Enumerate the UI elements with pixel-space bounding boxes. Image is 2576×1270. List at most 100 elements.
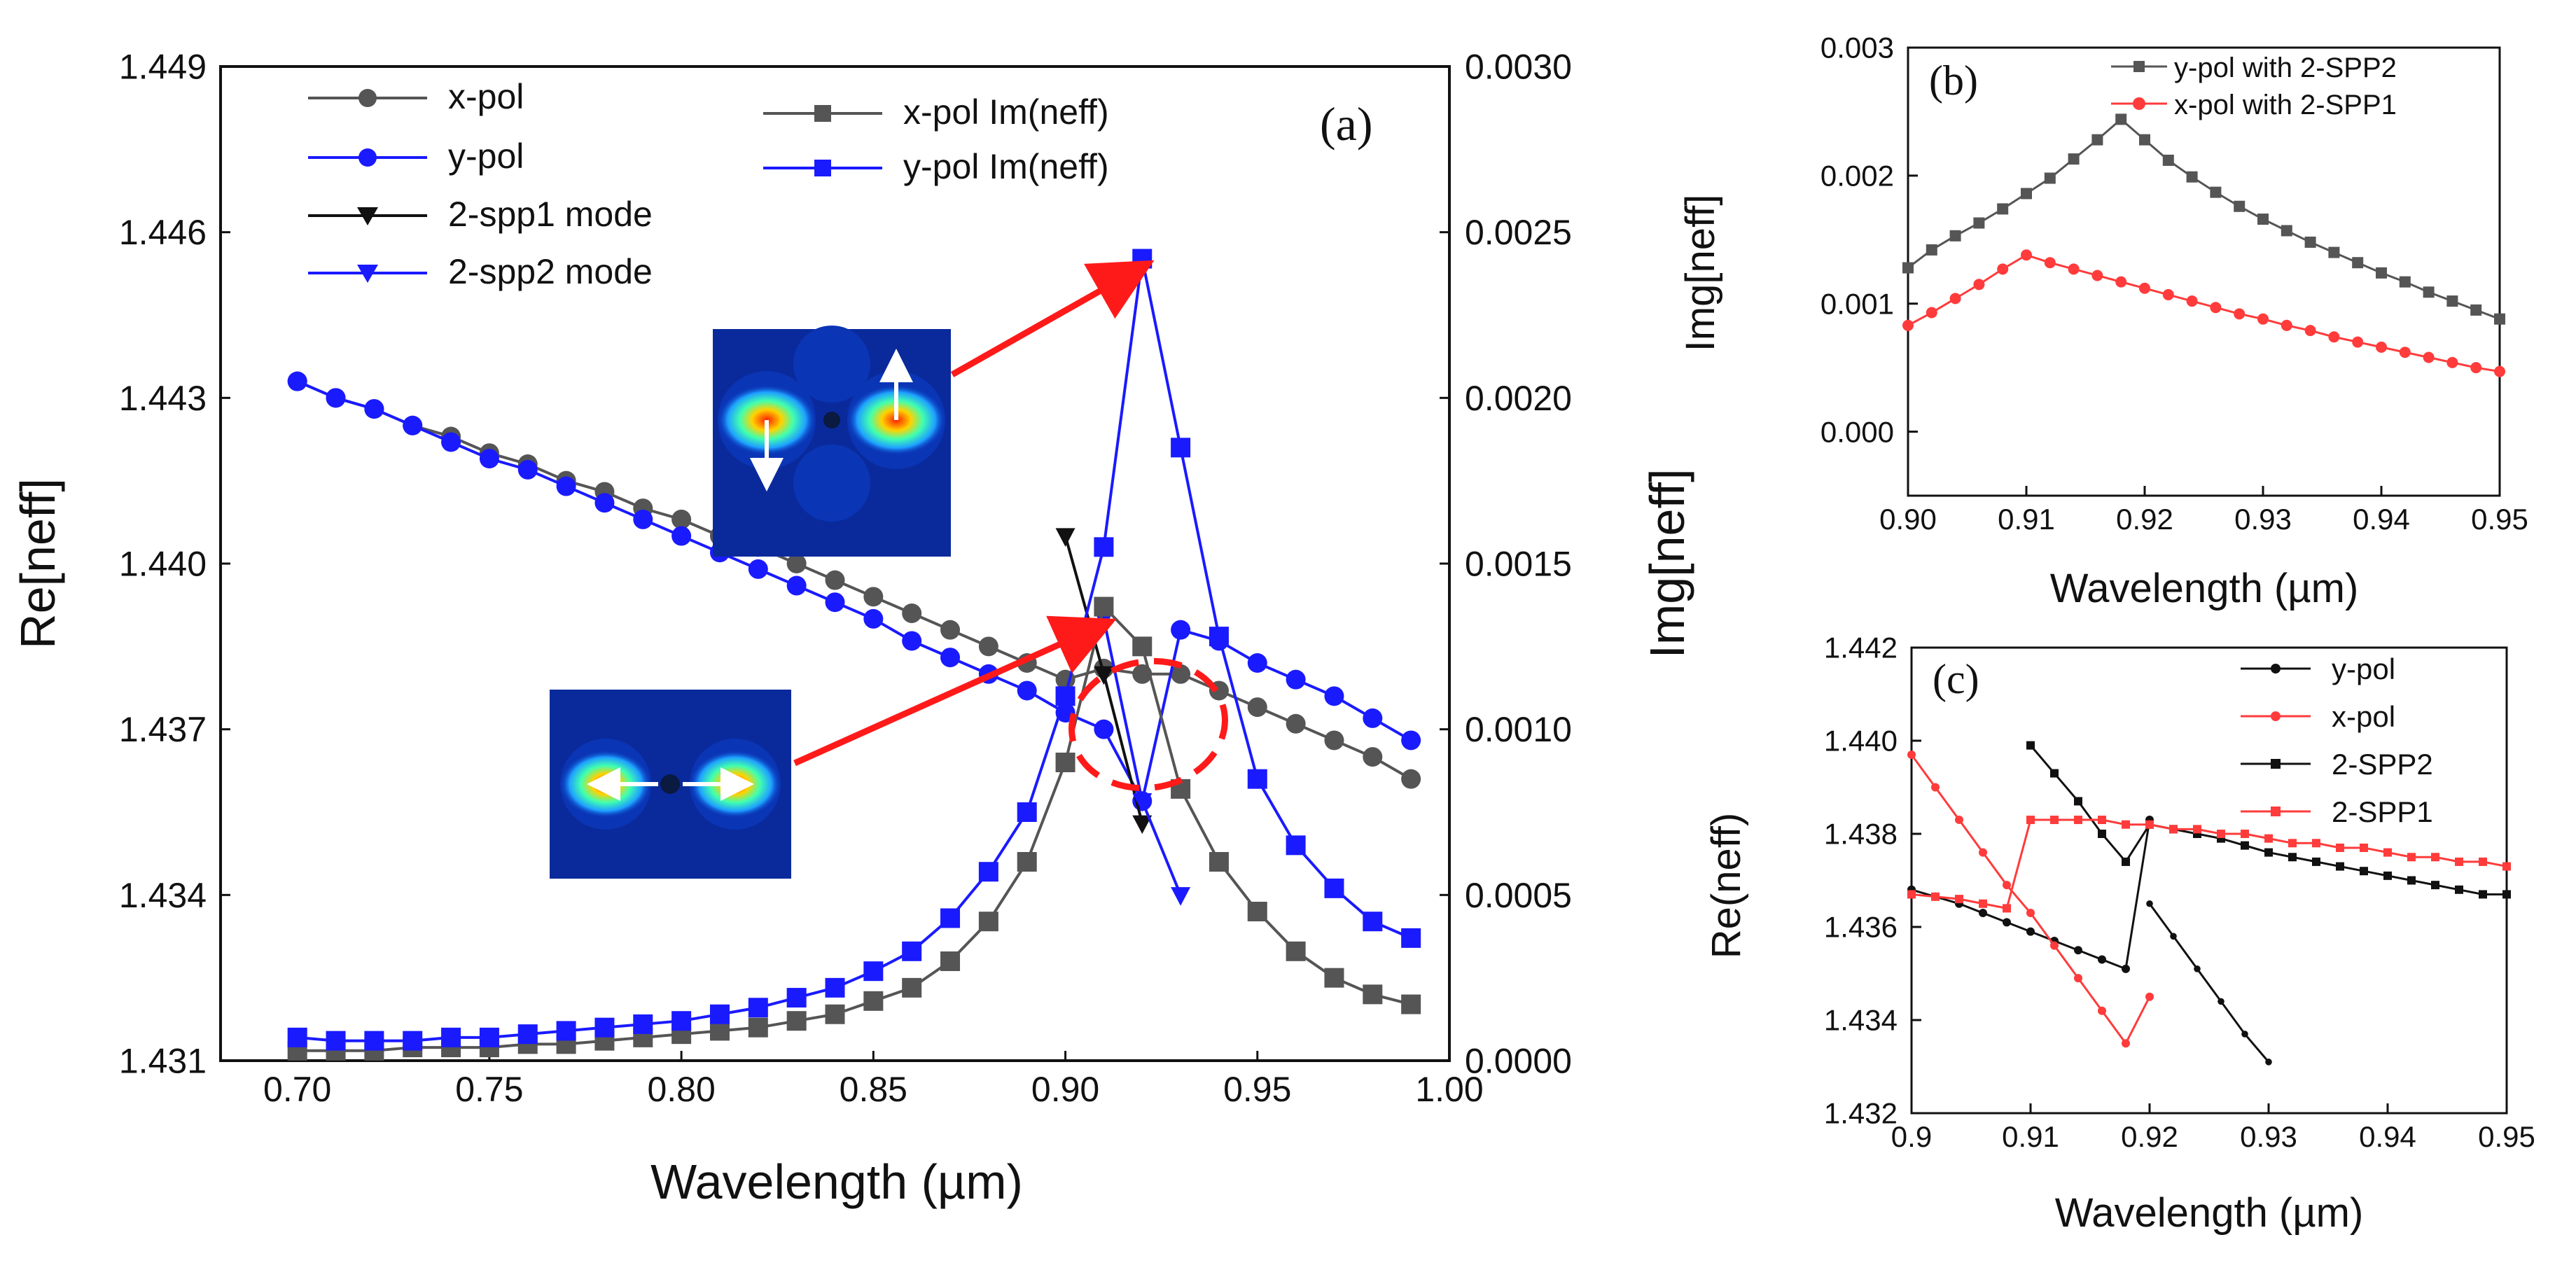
data-point-2-spp1 bbox=[2241, 830, 2249, 838]
data-point-2-spp2-mode bbox=[1171, 887, 1191, 906]
data-point-2-spp1 bbox=[2312, 839, 2320, 848]
data-point-x-pol-im-neff bbox=[940, 951, 961, 971]
extra-line-point bbox=[2146, 900, 2153, 907]
data-point-x-pol-with-2-spp1 bbox=[2044, 257, 2056, 269]
data-point-x-pol bbox=[2026, 909, 2035, 918]
panel-c-frame bbox=[1910, 646, 2508, 1115]
data-point-y-pol bbox=[863, 608, 884, 629]
data-point-2-spp2 bbox=[2074, 797, 2082, 806]
data-point-y-pol-im-neff bbox=[1171, 438, 1191, 458]
data-point-x-pol-with-2-spp1 bbox=[2352, 336, 2364, 348]
y2-tick-label: 0.0000 bbox=[1465, 1042, 1572, 1081]
data-point-x-pol-with-2-spp1 bbox=[2139, 282, 2150, 294]
y-tick-label: 1.437 bbox=[119, 710, 207, 749]
data-point-2-spp1 bbox=[2360, 843, 2368, 852]
panel-a-y-ticks: 1.431 1.434 1.437 1.440 1.443 1.446 1.449 bbox=[119, 48, 230, 1081]
panel-a-x-ticks: 0.70 0.75 0.80 0.85 0.90 0.95 1.00 bbox=[263, 1051, 1484, 1109]
data-point-x-pol bbox=[978, 636, 998, 657]
data-point-x-pol bbox=[1363, 747, 1383, 767]
data-point-x-pol bbox=[1401, 769, 1421, 789]
data-point-2-spp1 bbox=[2193, 825, 2201, 834]
data-point-y-pol bbox=[825, 592, 845, 613]
data-point-x-pol bbox=[786, 554, 807, 573]
y-tick-label: 1.449 bbox=[119, 48, 207, 87]
legend-c-xpol: x-pol bbox=[2332, 700, 2395, 733]
panel-a-x-label: Wavelength (µm) bbox=[650, 1154, 1023, 1209]
y-tick-label: 1.440 bbox=[119, 545, 207, 584]
data-point-2-spp2 bbox=[2336, 862, 2344, 871]
series-line-x-pol-with-2-spp1 bbox=[1907, 253, 2500, 373]
panel-c-x-label: Wavelength (µm) bbox=[2055, 1190, 2364, 1236]
panel-b-x-ticks: 0.90 0.91 0.92 0.93 0.94 0.95 bbox=[1879, 486, 2528, 536]
data-point-y-pol-im-neff bbox=[1363, 912, 1383, 932]
data-point-x-pol-with-2-spp1 bbox=[2068, 263, 2080, 275]
y2-tick-label: 0.0030 bbox=[1465, 48, 1572, 87]
y-tick-label: 1.442 bbox=[1824, 631, 1898, 664]
data-point-y-pol bbox=[2026, 927, 2035, 936]
data-point-x-pol bbox=[1247, 697, 1267, 718]
y-tick-label: 1.431 bbox=[119, 1042, 207, 1081]
data-point-y-pol-with-2-spp2 bbox=[2068, 153, 2080, 165]
legend-c-2spp2: 2-SPP2 bbox=[2332, 748, 2433, 781]
data-point-2-spp2-mode bbox=[1132, 793, 1153, 812]
data-point-x-pol-im-neff bbox=[1363, 984, 1383, 1005]
data-point-y-pol bbox=[326, 388, 346, 408]
data-point-y-pol-im-neff bbox=[902, 941, 922, 961]
legend-c-2spp1: 2-SPP1 bbox=[2332, 795, 2433, 828]
y-tick-label: 1.443 bbox=[119, 379, 207, 418]
y-tick-label: 1.438 bbox=[1824, 818, 1898, 851]
data-point-y-pol bbox=[748, 559, 768, 579]
legend-x-pol-im: x-pol Im(neff) bbox=[903, 92, 1109, 132]
data-point-y-pol-with-2-spp2 bbox=[1973, 217, 1985, 229]
data-point-x-pol-im-neff bbox=[978, 912, 998, 932]
panel-c: 0.9 0.91 0.92 0.93 0.94 0.95 1.4321.4341.4361… bbox=[1704, 631, 2535, 1236]
legend-y-pol: y-pol bbox=[448, 137, 524, 176]
data-point-y-pol-with-2-spp2 bbox=[2257, 214, 2269, 225]
data-point-y-pol bbox=[364, 399, 384, 419]
y-tick-label: 0.000 bbox=[1820, 415, 1894, 448]
y2-tick-label: 0.0005 bbox=[1465, 876, 1572, 915]
y-tick-label: 1.434 bbox=[1824, 1004, 1898, 1037]
data-point-y-pol bbox=[671, 526, 692, 546]
legend-ypol-2spp2: y-pol with 2-SPP2 bbox=[2174, 53, 2397, 83]
data-point-x-pol-with-2-spp1 bbox=[2376, 341, 2387, 353]
panel-a-y-label: Re[neff] bbox=[11, 478, 65, 649]
inset-mode-profile-bottom bbox=[550, 690, 791, 879]
data-point-x-pol-im-neff bbox=[1401, 994, 1421, 1014]
panel-b-series bbox=[1902, 113, 2505, 377]
data-point-x-pol-with-2-spp1 bbox=[2115, 276, 2127, 288]
data-point-y-pol bbox=[1979, 909, 1987, 918]
panel-c-y-label: Re(neff) bbox=[1704, 813, 1749, 958]
data-point-y-pol bbox=[1171, 620, 1191, 640]
data-point-x-pol bbox=[825, 570, 845, 590]
x-tick-label: 0.94 bbox=[2353, 503, 2410, 536]
data-point-x-pol-with-2-spp1 bbox=[1997, 263, 2009, 275]
data-point-y-pol bbox=[1247, 653, 1267, 673]
y-tick-label: 1.434 bbox=[119, 876, 207, 915]
y-tick-label: 1.446 bbox=[119, 213, 207, 252]
data-point-2-spp1 bbox=[1931, 892, 1940, 901]
data-point-y-pol-im-neff bbox=[1132, 249, 1153, 269]
data-point-2-spp1 bbox=[2502, 862, 2511, 871]
panel-c-x-ticks: 0.9 0.91 0.92 0.93 0.94 0.95 bbox=[1891, 1103, 2535, 1153]
data-point-y-pol-with-2-spp2 bbox=[1949, 230, 1961, 242]
x-tick-label: 0.75 bbox=[455, 1070, 523, 1109]
data-point-x-pol-im-neff bbox=[1324, 968, 1344, 988]
data-point-x-pol-with-2-spp1 bbox=[2021, 249, 2032, 261]
data-point-x-pol-im-neff bbox=[902, 977, 922, 998]
data-point-y-pol bbox=[786, 575, 807, 596]
data-point-2-spp1 bbox=[2074, 816, 2082, 825]
data-point-x-pol-im-neff bbox=[863, 991, 884, 1011]
data-point-y-pol-with-2-spp2 bbox=[2304, 236, 2316, 248]
data-point-y-pol bbox=[633, 509, 653, 529]
data-point-y-pol bbox=[594, 493, 615, 513]
data-point-y-pol-im-neff bbox=[1209, 627, 1229, 647]
data-point-y-pol-with-2-spp2 bbox=[2281, 225, 2292, 237]
panel-a-y2-ticks: 0.0000 0.0005 0.0010 0.0015 0.0020 0.0025 0.00… bbox=[1440, 48, 1572, 1081]
panel-b-y-ticks: 0.000 0.001 0.002 0.003 bbox=[1820, 32, 1918, 448]
x-tick-label: 0.90 bbox=[1879, 503, 1937, 536]
data-point-x-pol-im-neff bbox=[709, 1021, 730, 1041]
data-point-y-pol-with-2-spp2 bbox=[2352, 257, 2364, 269]
data-point-x-pol-with-2-spp1 bbox=[2162, 288, 2174, 300]
data-point-x-pol-with-2-spp1 bbox=[2091, 270, 2103, 281]
